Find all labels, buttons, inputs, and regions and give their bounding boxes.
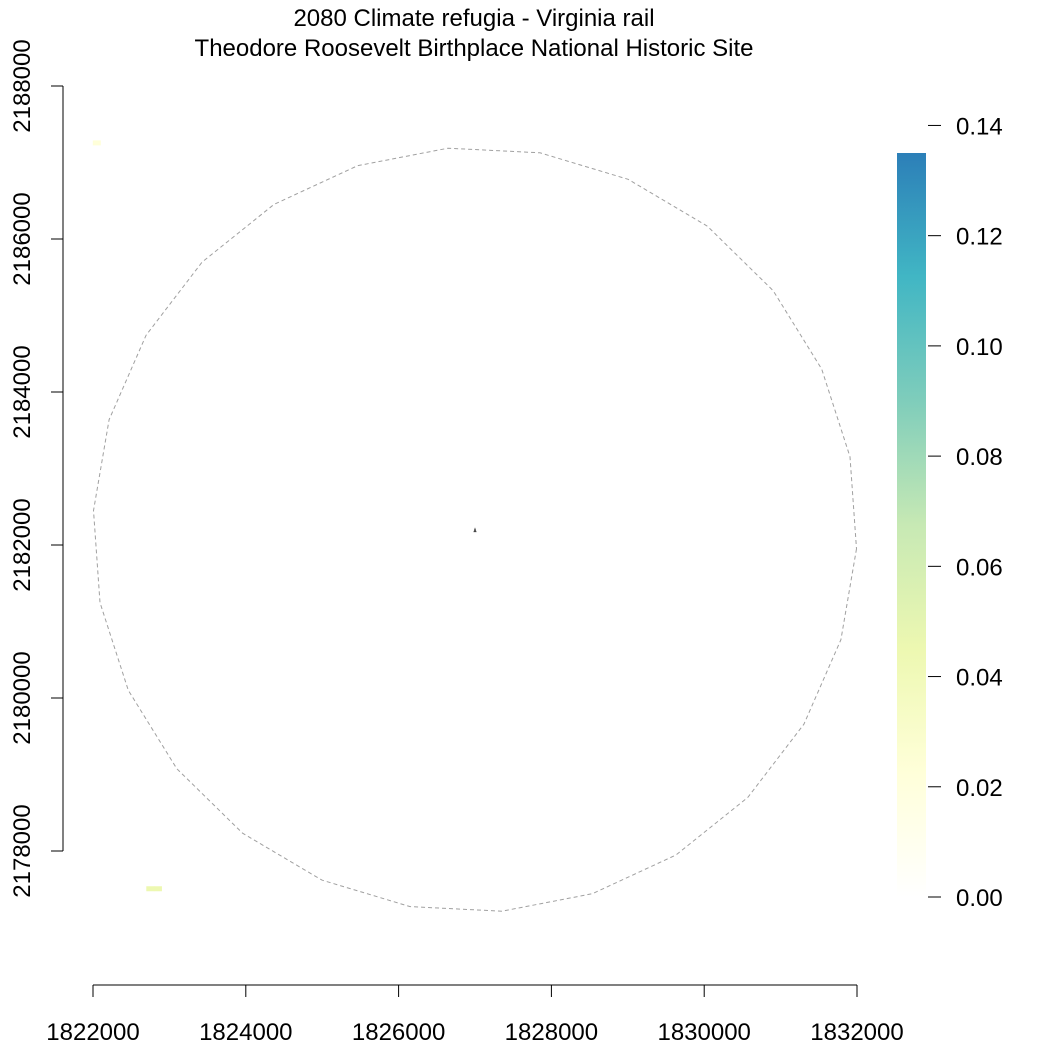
y-tick-label: 2186000 — [9, 192, 36, 285]
park-buffer-boundary — [92, 147, 858, 912]
legend-tick-label: 0.10 — [956, 334, 1003, 361]
raster-cell — [146, 886, 155, 892]
chart-title: 2080 Climate refugia - Virginia rail — [293, 5, 654, 32]
y-tick-label: 2182000 — [9, 498, 36, 591]
y-tick-label: 2178000 — [9, 804, 36, 897]
raster-cell — [92, 140, 101, 146]
x-tick-label: 1824000 — [199, 1019, 292, 1046]
legend-tick-label: 0.04 — [956, 665, 1003, 692]
y-tick-label: 2184000 — [9, 345, 36, 438]
x-tick-label: 1828000 — [505, 1019, 598, 1046]
y-tick-label: 2188000 — [9, 39, 36, 132]
y-axis: 2178000 2180000 2182000 2184000 2186000 21880… — [9, 39, 64, 898]
x-tick-label: 1822000 — [46, 1019, 139, 1046]
legend-ticks: 0.00 0.02 0.04 0.06 0.08 0.10 0.12 0.14 — [928, 113, 1003, 912]
x-tick-label: 1830000 — [657, 1019, 750, 1046]
legend-tick-label: 0.00 — [956, 885, 1003, 912]
legend-colorbar — [897, 153, 926, 897]
legend-tick-label: 0.02 — [956, 775, 1003, 802]
legend-tick-label: 0.08 — [956, 444, 1003, 471]
chart-subtitle: Theodore Roosevelt Birthplace National H… — [195, 35, 754, 62]
x-tick-label: 1832000 — [810, 1019, 903, 1046]
x-axis: 1822000 1824000 1826000 1828000 1830000 18320… — [46, 984, 904, 1046]
legend-tick-label: 0.12 — [956, 224, 1003, 251]
y-tick-label: 2180000 — [9, 651, 36, 744]
raster-cells — [92, 140, 162, 892]
legend-tick-label: 0.14 — [956, 113, 1003, 140]
legend-tick-label: 0.06 — [956, 554, 1003, 581]
x-tick-label: 1826000 — [352, 1019, 445, 1046]
raster-cell — [153, 886, 162, 892]
site-boundary-marker — [473, 527, 477, 533]
